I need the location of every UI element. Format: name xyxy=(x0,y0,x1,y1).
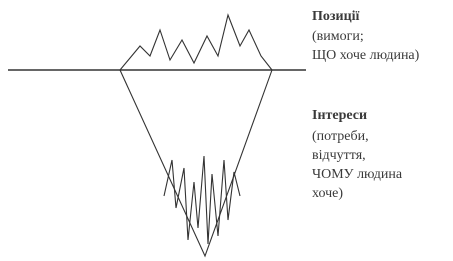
iceberg-diagram: Позиції (вимоги; ЩО хоче людина) Інтерес… xyxy=(0,0,453,261)
interests-line: відчуття, xyxy=(312,148,366,163)
positions-title: Позиції xyxy=(312,9,360,24)
iceberg-body xyxy=(120,70,272,256)
interests-line: ЧОМУ людина xyxy=(312,167,403,182)
interests-title: Інтереси xyxy=(312,108,367,123)
positions-line: ЩО хоче людина) xyxy=(312,48,420,63)
interests-line: хоче) xyxy=(312,186,343,201)
iceberg-inner xyxy=(164,156,240,244)
iceberg-tip xyxy=(120,15,272,70)
interests-line: (потреби, xyxy=(312,129,369,144)
positions-line: (вимоги; xyxy=(312,29,364,44)
